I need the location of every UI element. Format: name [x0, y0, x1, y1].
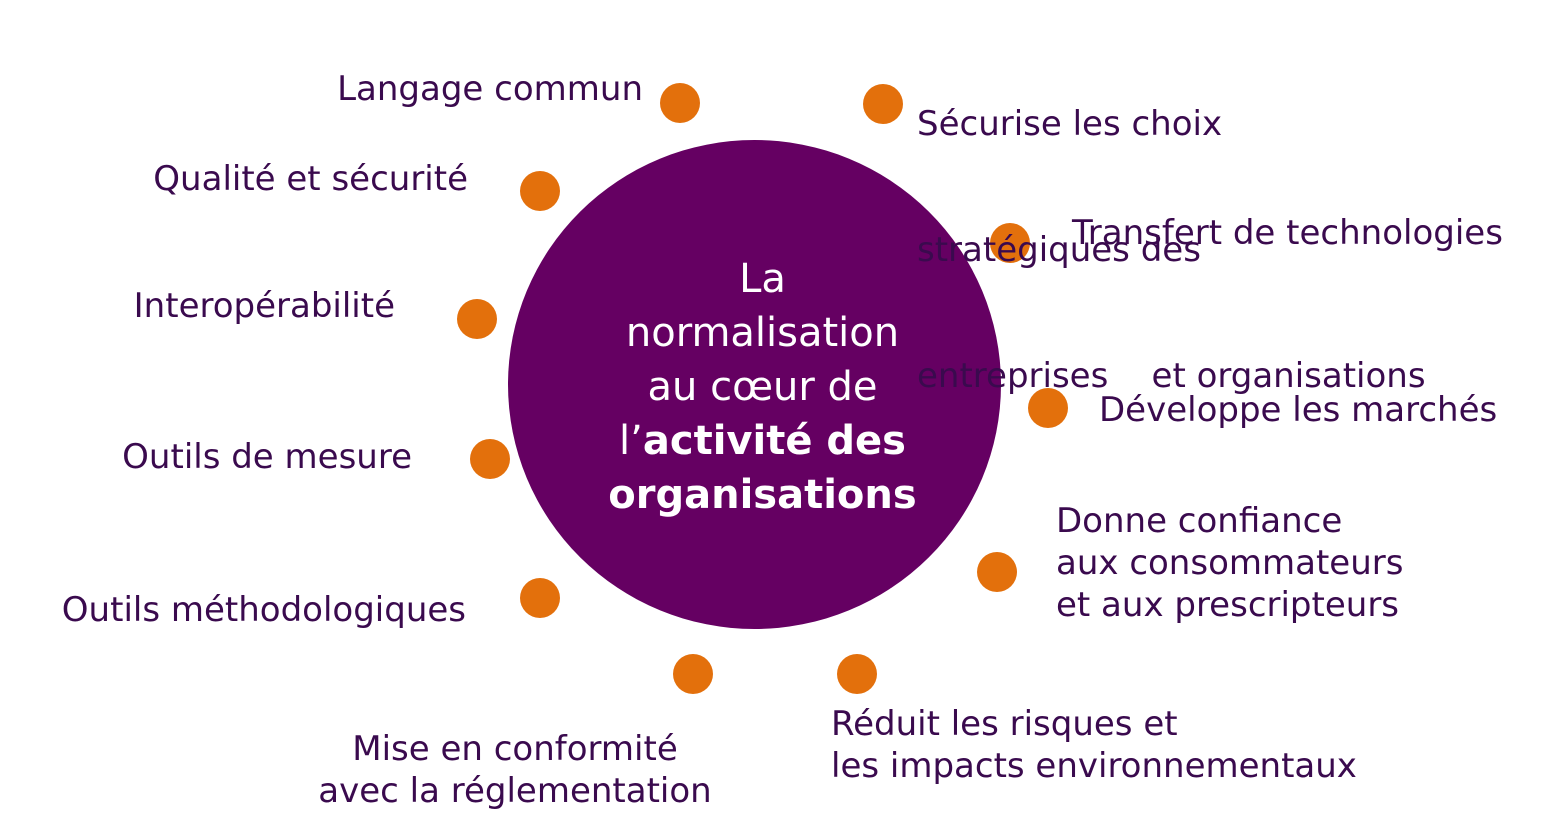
label-interoperabilite: Interopérabilité: [133, 286, 395, 326]
dot-securise-choix: [863, 84, 903, 124]
center-circle: [508, 140, 1001, 629]
dot-interoperabilite: [457, 299, 497, 339]
center-line-1: La: [739, 256, 786, 302]
label-securise-line-2: stratégiques des: [917, 230, 1201, 270]
center-line-4-bold: activité des: [642, 418, 906, 464]
label-securise-choix: Sécurise les choix stratégiques des entr…: [917, 19, 1426, 439]
center-line-5-bold: organisations: [608, 472, 917, 518]
label-qualite-securite: Qualité et sécurité: [153, 159, 468, 199]
label-mise-conformite-line-2: avec la réglementation: [318, 771, 712, 811]
dot-outils-mesure: [470, 439, 510, 479]
label-mise-conformite-line-1: Mise en conformité: [352, 729, 678, 769]
label-risques-line-1: Réduit les risques et: [831, 704, 1178, 744]
label-mise-conformite: Mise en conformité avec la réglementatio…: [290, 728, 740, 812]
center-line-3: au cœur de: [647, 364, 878, 410]
label-developpe-marches: Développe les marchés: [1099, 390, 1498, 430]
label-securise-line-3: entreprises et organisations: [917, 356, 1426, 396]
label-transfert-technologies: Transfert de technologies: [1072, 213, 1503, 253]
center-title: La normalisation au cœur de l’activité d…: [560, 252, 965, 522]
label-risques-line-2: les impacts environnementaux: [831, 746, 1357, 786]
dot-transfert-technologies: [990, 223, 1030, 263]
center-line-5: organisations: [560, 468, 965, 522]
label-securise-line-1: Sécurise les choix: [917, 104, 1223, 144]
label-confiance-line-3: et aux prescripteurs: [1056, 585, 1400, 625]
dot-outils-methodologiques: [520, 578, 560, 618]
label-outils-methodologiques: Outils méthodologiques: [61, 590, 466, 630]
label-donne-confiance: Donne confiance aux consommateurs et aux…: [1056, 500, 1403, 626]
label-confiance-line-1: Donne confiance: [1056, 501, 1343, 541]
dot-donne-confiance: [977, 552, 1017, 592]
dot-mise-conformite: [673, 654, 713, 694]
label-confiance-line-2: aux consommateurs: [1056, 543, 1404, 583]
dot-langage-commun: [660, 83, 700, 123]
center-line-4: l’activité des: [560, 414, 965, 468]
label-outils-mesure: Outils de mesure: [122, 437, 412, 477]
dot-developpe-marches: [1028, 388, 1068, 428]
dot-qualite-securite: [520, 171, 560, 211]
label-langage-commun: Langage commun: [337, 69, 643, 109]
center-line-2: normalisation: [625, 310, 900, 356]
label-reduit-risques: Réduit les risques et les impacts enviro…: [831, 703, 1357, 787]
dot-reduit-risques: [837, 654, 877, 694]
center-line-4-prefix: l’: [619, 418, 643, 464]
